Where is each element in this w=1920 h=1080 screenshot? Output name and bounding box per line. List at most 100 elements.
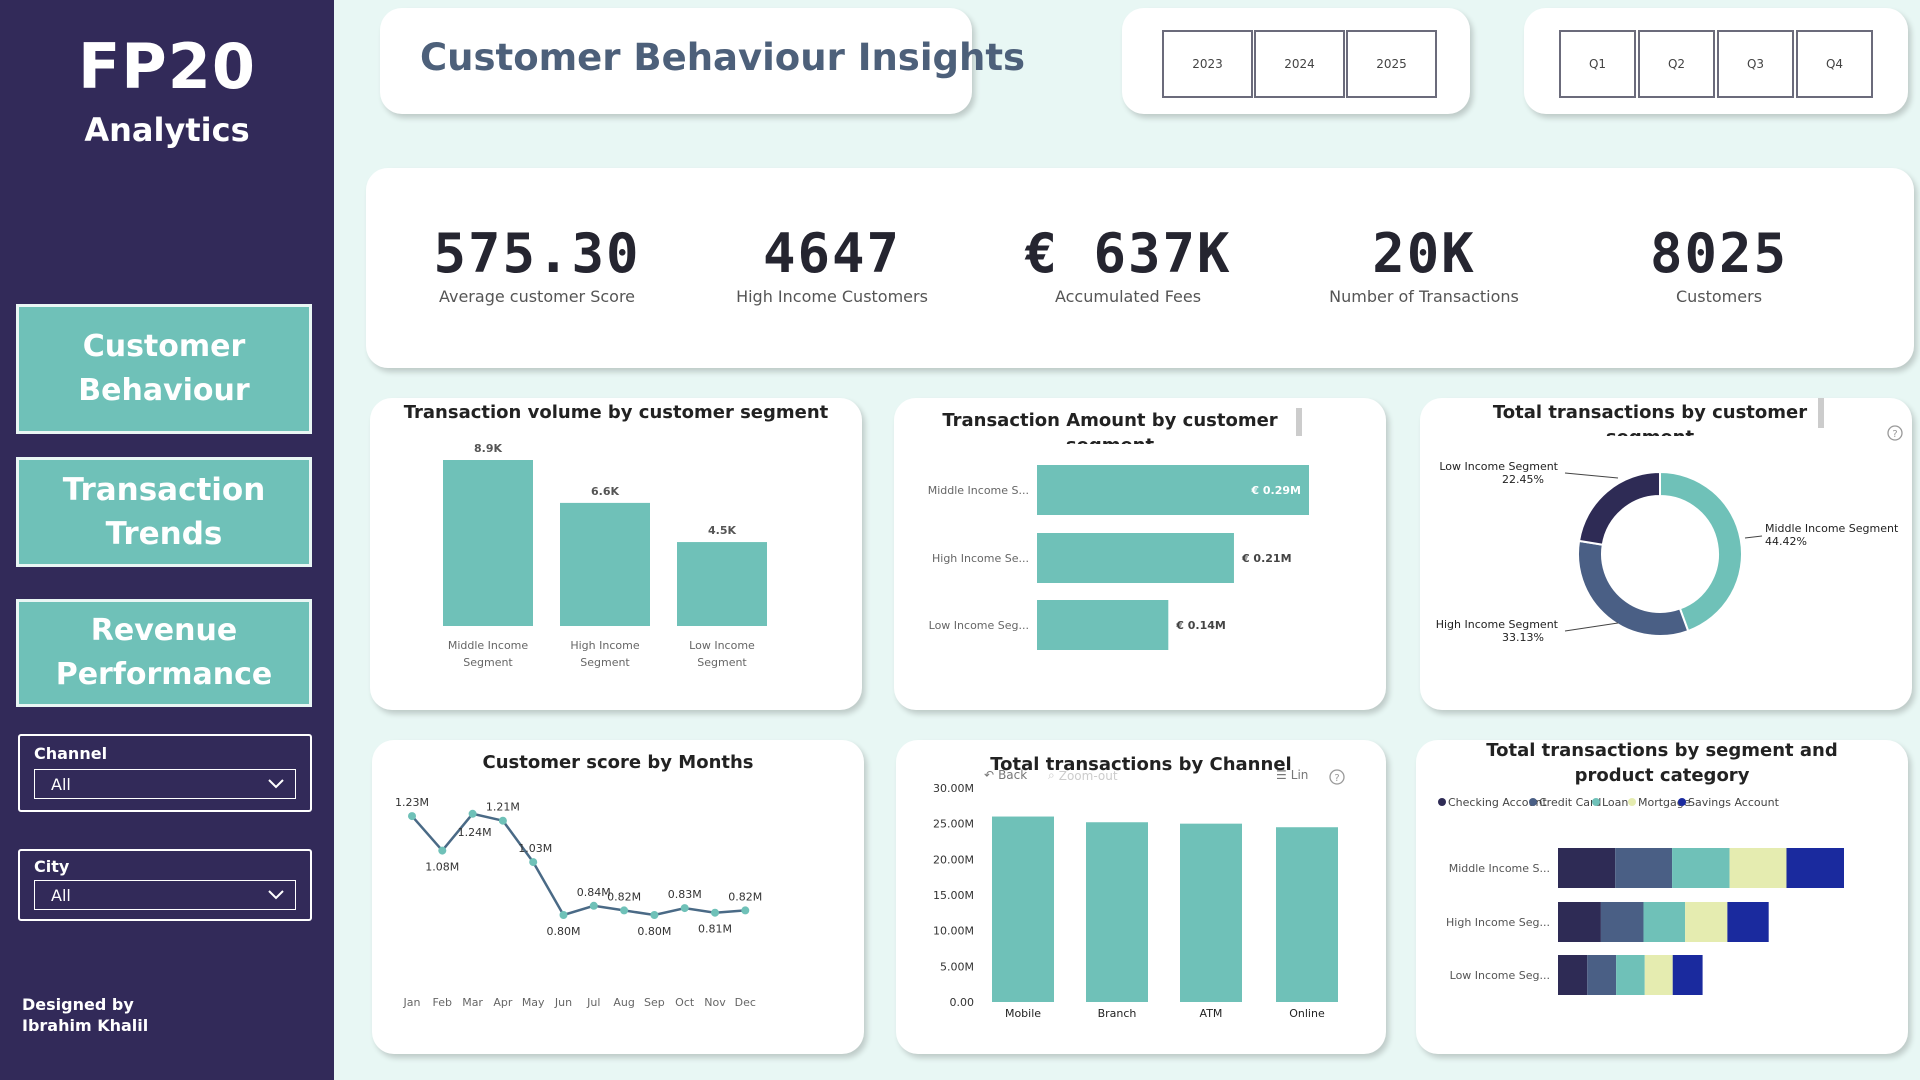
bar — [1276, 827, 1338, 1002]
kpi-label: High Income Customers — [736, 287, 928, 306]
data-label: € 0.21M — [1241, 552, 1292, 565]
data-label: 0.80M — [637, 925, 671, 938]
data-point — [498, 816, 507, 825]
x-tick-label: Sep — [644, 996, 665, 1009]
category-label: Middle Income — [448, 639, 529, 652]
list-icon: ☰ — [1276, 768, 1287, 782]
x-tick-label: Aug — [613, 996, 634, 1009]
kpi-value: 8025 — [1649, 222, 1789, 285]
svg-text:?: ? — [1334, 773, 1339, 784]
leader-line — [1744, 535, 1763, 539]
chevron-down-icon — [268, 890, 284, 900]
data-label: 0.84M — [577, 886, 611, 899]
x-tick-label: Apr — [493, 996, 513, 1009]
legend-swatch — [1592, 798, 1600, 806]
category-label: Segment — [463, 656, 513, 669]
stacked-segment — [1558, 902, 1601, 942]
year-2025-button[interactable]: 2025 — [1346, 30, 1437, 98]
volume-chart-card: Transaction volume by customer segment 8… — [370, 398, 862, 710]
channel-chart-card: Total transactions by Channel ↶ Back ⌕ Z… — [896, 740, 1386, 1054]
city-slicer: City All — [18, 849, 312, 921]
x-tick-label: Branch — [1098, 1007, 1137, 1020]
stacked-chart-title-line2: product category — [1574, 765, 1750, 786]
data-label: € 0.29M — [1250, 484, 1301, 497]
data-point — [680, 904, 689, 913]
bar — [1037, 533, 1234, 583]
x-tick-label: May — [522, 996, 545, 1009]
data-point — [408, 812, 416, 821]
donut-slice — [1659, 470, 1743, 633]
bar — [1037, 600, 1169, 650]
x-tick-label: Mobile — [1005, 1007, 1041, 1020]
legend-label: Savings Account — [1688, 796, 1780, 809]
kpi-card: 575.30 Average customer Score 4647 High … — [366, 168, 1914, 368]
title-card: Customer Behaviour Insights — [380, 8, 1025, 114]
svg-text:?: ? — [1892, 429, 1897, 440]
data-label: 4.5K — [708, 524, 736, 537]
year-2024-button[interactable]: 2024 — [1254, 30, 1345, 98]
data-point — [468, 809, 477, 818]
scrollbar[interactable] — [1818, 398, 1824, 428]
stacked-segment — [1644, 955, 1673, 995]
brand-logo: FP20 Analytics — [0, 30, 334, 149]
back-button[interactable]: ↶ Back — [984, 768, 1027, 782]
year-filter-card: 2023 2024 2025 — [1122, 8, 1470, 114]
quarter-q1-button[interactable]: Q1 — [1559, 30, 1636, 98]
quarter-q3-button[interactable]: Q3 — [1717, 30, 1794, 98]
volume-chart: 8.9K Middle Income Segment 6.6K High Income S… — [443, 442, 767, 669]
channel-dropdown[interactable]: All — [34, 769, 296, 799]
channel-slicer: Channel All — [18, 734, 312, 812]
kpi-number-of-transactions: 20K Number of Transactions — [1274, 222, 1574, 306]
bar — [1086, 822, 1148, 1002]
bar — [443, 460, 533, 626]
y-tick-label: 20.00M — [933, 853, 974, 866]
stacked-chart-title: Total transactions by segment and produc… — [1416, 738, 1908, 788]
data-label: 0.82M — [728, 890, 762, 903]
brand-line2: Analytics — [84, 111, 250, 149]
data-point — [650, 911, 659, 919]
score-chart: 1.23M Jan 1.08M Feb 1.24M Mar 1.21M Apr 1.03M May… — [395, 796, 762, 1009]
year-2023-button[interactable]: 2023 — [1162, 30, 1253, 98]
nav-revenue-performance-button[interactable]: Revenue Performance — [16, 599, 312, 707]
stacked-segment — [1727, 902, 1769, 942]
zoom-out-icon: ⌕ — [1048, 768, 1055, 782]
slice-value-label: 33.13% — [1502, 631, 1544, 644]
quarter-q2-button[interactable]: Q2 — [1638, 30, 1715, 98]
kpi-value: 575.30 — [433, 222, 641, 285]
y-tick-label: 10.00M — [933, 925, 974, 938]
donut-slice — [1577, 470, 1661, 546]
amount-chart-card: Transaction Amount by customer segment M… — [894, 398, 1386, 710]
nav-transaction-trends-button[interactable]: Transaction Trends — [16, 457, 312, 567]
lin-button[interactable]: ☰ Lin — [1276, 768, 1308, 782]
category-label: Segment — [697, 656, 747, 669]
stacked-chart-title-line1: Total transactions by segment and — [1486, 740, 1838, 761]
bar — [1037, 465, 1309, 515]
stacked-segment — [1643, 902, 1686, 942]
help-icon[interactable]: ? — [1886, 424, 1904, 442]
data-label: 1.24M — [458, 826, 492, 839]
city-dropdown[interactable]: All — [34, 880, 296, 910]
credit-line2: Ibrahim Khalil — [22, 1016, 149, 1035]
kpi-customers: 8025 Customers — [1569, 222, 1869, 306]
donut-chart-title: Total transactions by customer — [1492, 402, 1808, 423]
stacked-segment — [1729, 848, 1787, 888]
kpi-average-score: 575.30 Average customer Score — [387, 222, 687, 306]
city-dropdown-value: All — [51, 885, 71, 905]
channel-chart-title: Total transactions by Channel — [990, 754, 1292, 775]
lin-label: Lin — [1290, 768, 1309, 782]
sidebar: FP20 Analytics Customer Behaviour Transa… — [0, 0, 334, 1080]
chevron-down-icon — [268, 779, 284, 789]
quarter-q4-button[interactable]: Q4 — [1796, 30, 1873, 98]
scrollbar[interactable] — [1296, 408, 1302, 436]
data-label: 8.9K — [474, 442, 502, 455]
legend-swatch — [1438, 798, 1446, 806]
slice-value-label: 44.42% — [1765, 535, 1807, 548]
nav-customer-behaviour-button[interactable]: Customer Behaviour — [16, 304, 312, 434]
help-icon[interactable]: ? — [1328, 768, 1346, 786]
y-tick-label: 15.00M — [933, 889, 974, 902]
kpi-high-income-customers: 4647 High Income Customers — [682, 222, 982, 306]
legend-label: Loan — [1602, 796, 1628, 809]
zoom-out-button[interactable]: ⌕ Zoom-out — [1048, 768, 1118, 783]
score-chart-card: Customer score by Months 1.23M Jan 1.08M Fe… — [372, 740, 864, 1054]
